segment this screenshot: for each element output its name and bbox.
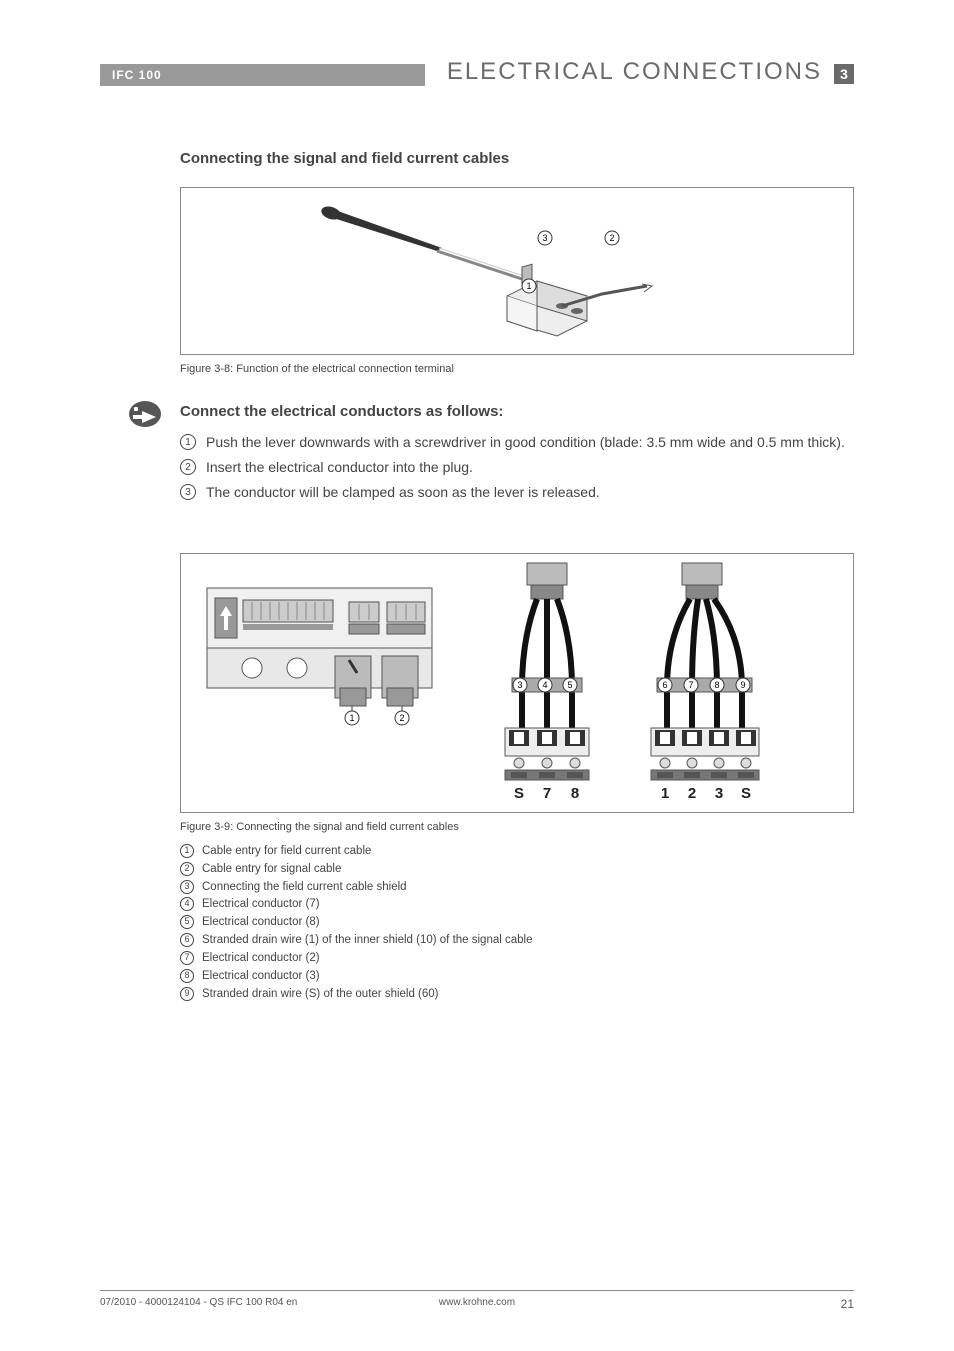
fig2-callout: 4 bbox=[542, 680, 547, 690]
page-footer: 07/2010 - 4000124104 - QS IFC 100 R04 en… bbox=[100, 1290, 854, 1311]
figure-3-8-caption: Figure 3-8: Function of the electrical c… bbox=[180, 363, 854, 375]
legend-text: Electrical conductor (3) bbox=[202, 968, 320, 986]
fig2-callout: 6 bbox=[662, 680, 667, 690]
legend-text: Stranded drain wire (1) of the inner shi… bbox=[202, 932, 533, 950]
legend-text: Cable entry for signal cable bbox=[202, 861, 341, 879]
legend-num: 5 bbox=[180, 915, 194, 929]
legend-item: 1 Cable entry for field current cable bbox=[180, 843, 854, 861]
legend-num: 2 bbox=[180, 862, 194, 876]
legend-list: 1 Cable entry for field current cable 2 Ca… bbox=[180, 843, 854, 1003]
fig1-callout-2: 2 bbox=[609, 233, 614, 243]
instruction-text: Insert the electrical conductor into the… bbox=[206, 457, 854, 478]
header-product-label: IFC 100 bbox=[100, 68, 162, 82]
terminal-label: 1 bbox=[661, 785, 669, 802]
fig1-callout-3: 3 bbox=[542, 233, 547, 243]
fig2-callout: 2 bbox=[399, 713, 404, 723]
terminal-label: 7 bbox=[543, 785, 551, 802]
instruction-num: 2 bbox=[180, 459, 196, 475]
terminal-label: S bbox=[514, 785, 524, 802]
legend-num: 3 bbox=[180, 880, 194, 894]
legend-text: Connecting the field current cable shiel… bbox=[202, 879, 407, 897]
legend-item: 4 Electrical conductor (7) bbox=[180, 896, 854, 914]
terminal-label: 3 bbox=[715, 785, 723, 802]
legend-item: 6 Stranded drain wire (1) of the inner sh… bbox=[180, 932, 854, 950]
content-area: Connecting the signal and field current … bbox=[180, 150, 854, 1003]
instruction-heading: Connect the electrical conductors as fol… bbox=[180, 403, 854, 420]
instruction-list: 1 Push the lever downwards with a screwd… bbox=[180, 432, 854, 503]
header-right: ELECTRICAL CONNECTIONS 3 bbox=[425, 58, 854, 86]
instruction-item: 2 Insert the electrical conductor into t… bbox=[180, 457, 854, 478]
legend-text: Electrical conductor (8) bbox=[202, 914, 320, 932]
figure-3-9-caption: Figure 3-9: Connecting the signal and fi… bbox=[180, 821, 854, 833]
footer-doc-id: 07/2010 - 4000124104 - QS IFC 100 R04 en bbox=[100, 1297, 297, 1311]
legend-item: 2 Cable entry for signal cable bbox=[180, 861, 854, 879]
pointing-hand-icon bbox=[128, 399, 162, 434]
section-number-badge: 3 bbox=[834, 64, 854, 84]
legend-text: Stranded drain wire (S) of the outer shi… bbox=[202, 986, 439, 1004]
legend-item: 8 Electrical conductor (3) bbox=[180, 968, 854, 986]
page-title: ELECTRICAL CONNECTIONS bbox=[437, 58, 822, 86]
legend-num: 9 bbox=[180, 987, 194, 1001]
legend-num: 1 bbox=[180, 844, 194, 858]
legend-num: 8 bbox=[180, 969, 194, 983]
fig2-callout: 9 bbox=[740, 680, 745, 690]
terminal-label: S bbox=[741, 785, 751, 802]
terminal-function-diagram: 1 3 2 bbox=[297, 196, 737, 346]
fig2-callout: 3 bbox=[517, 680, 522, 690]
legend-text: Electrical conductor (2) bbox=[202, 950, 320, 968]
instruction-item: 1 Push the lever downwards with a screwd… bbox=[180, 432, 854, 453]
instruction-num: 1 bbox=[180, 434, 196, 450]
instruction-text: Push the lever downwards with a screwdri… bbox=[206, 432, 854, 453]
fig2-callout: 8 bbox=[714, 680, 719, 690]
footer-page-number: 21 bbox=[841, 1297, 854, 1311]
instruction-item: 3 The conductor will be clamped as soon … bbox=[180, 482, 854, 503]
instruction-num: 3 bbox=[180, 484, 196, 500]
legend-text: Cable entry for field current cable bbox=[202, 843, 371, 861]
legend-item: 5 Electrical conductor (8) bbox=[180, 914, 854, 932]
figure-3-9: 1 2 bbox=[180, 553, 854, 813]
legend-item: 7 Electrical conductor (2) bbox=[180, 950, 854, 968]
legend-num: 6 bbox=[180, 933, 194, 947]
legend-item: 3 Connecting the field current cable shie… bbox=[180, 879, 854, 897]
legend-item: 9 Stranded drain wire (S) of the outer sh… bbox=[180, 986, 854, 1004]
cable-connection-diagram: 1 2 bbox=[187, 558, 847, 808]
instruction-text: The conductor will be clamped as soon as… bbox=[206, 482, 854, 503]
terminal-label: 8 bbox=[571, 785, 579, 802]
terminal-label: 2 bbox=[688, 785, 696, 802]
legend-text: Electrical conductor (7) bbox=[202, 896, 320, 914]
fig2-callout: 1 bbox=[349, 713, 354, 723]
legend-num: 7 bbox=[180, 951, 194, 965]
figure-3-8: 1 3 2 bbox=[180, 187, 854, 355]
fig2-callout: 7 bbox=[688, 680, 693, 690]
fig1-callout-1: 1 bbox=[526, 281, 531, 291]
footer-url: www.krohne.com bbox=[439, 1297, 515, 1308]
fig2-callout: 5 bbox=[567, 680, 572, 690]
section-heading: Connecting the signal and field current … bbox=[180, 150, 854, 167]
legend-num: 4 bbox=[180, 897, 194, 911]
